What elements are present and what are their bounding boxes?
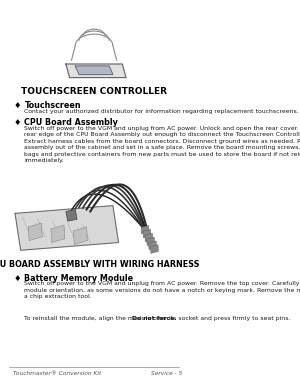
Text: Touchmaster® Conversion Kit: Touchmaster® Conversion Kit: [13, 371, 101, 376]
Polygon shape: [147, 237, 155, 246]
Polygon shape: [28, 223, 42, 241]
Polygon shape: [51, 225, 65, 242]
Polygon shape: [148, 241, 157, 249]
Text: CPU BOARD ASSEMBLY WITH WIRING HARNESS: CPU BOARD ASSEMBLY WITH WIRING HARNESS: [0, 260, 200, 269]
Text: Contact your authorized distributor for information regarding replacement touchs: Contact your authorized distributor for …: [25, 109, 299, 114]
Polygon shape: [66, 64, 126, 78]
Polygon shape: [75, 66, 113, 74]
Text: Switch off power to the VGM and unplug from AC power. Unlock and open the rear c: Switch off power to the VGM and unplug f…: [25, 126, 300, 163]
Text: CPU Board Assembly: CPU Board Assembly: [25, 118, 118, 127]
Text: Do not force.: Do not force.: [132, 316, 176, 321]
Text: To reinstall the module, align the module over its socket and press firmly to se: To reinstall the module, align the modul…: [25, 316, 293, 321]
Text: Switch off power to the VGM and unplug from AC power. Remove the top cover. Care: Switch off power to the VGM and unplug f…: [25, 281, 300, 299]
Polygon shape: [74, 227, 88, 244]
Polygon shape: [66, 210, 77, 221]
Text: Service - 5: Service - 5: [151, 371, 182, 376]
Polygon shape: [15, 206, 119, 250]
Text: ♦: ♦: [13, 101, 21, 110]
Text: TOUCHSCREEN CONTROLLER: TOUCHSCREEN CONTROLLER: [21, 87, 167, 96]
Text: ♦: ♦: [13, 274, 21, 282]
Polygon shape: [143, 229, 151, 238]
Polygon shape: [145, 233, 153, 242]
Polygon shape: [141, 225, 149, 234]
Polygon shape: [151, 245, 158, 253]
Text: Battery Memory Module: Battery Memory Module: [25, 274, 134, 282]
Text: ♦: ♦: [13, 118, 21, 127]
Text: Touchscreen: Touchscreen: [25, 101, 81, 110]
